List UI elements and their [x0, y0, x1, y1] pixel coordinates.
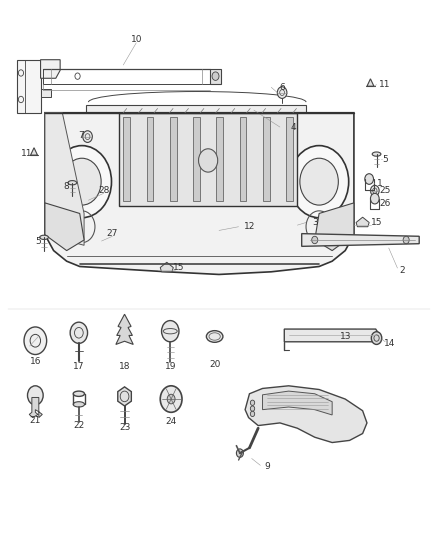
Polygon shape: [216, 117, 223, 201]
Text: 3: 3: [312, 218, 318, 227]
Ellipse shape: [372, 152, 381, 156]
Polygon shape: [118, 387, 131, 406]
Text: 13: 13: [339, 332, 351, 341]
Text: 15: 15: [173, 263, 185, 272]
Circle shape: [290, 146, 349, 217]
Text: 5: 5: [35, 237, 41, 246]
Circle shape: [251, 406, 254, 411]
Circle shape: [300, 158, 338, 205]
Polygon shape: [193, 117, 200, 201]
Circle shape: [371, 185, 379, 196]
Text: 17: 17: [73, 362, 85, 370]
Text: 18: 18: [119, 362, 131, 370]
Polygon shape: [263, 117, 270, 201]
Text: 28: 28: [98, 186, 110, 195]
Polygon shape: [123, 117, 130, 201]
Circle shape: [52, 146, 112, 217]
Circle shape: [162, 320, 179, 342]
Polygon shape: [45, 113, 84, 245]
Polygon shape: [245, 386, 367, 442]
Polygon shape: [29, 398, 42, 418]
Circle shape: [277, 87, 287, 99]
Circle shape: [198, 149, 218, 172]
Text: 19: 19: [165, 362, 176, 370]
Circle shape: [83, 131, 92, 142]
Text: 11: 11: [21, 149, 32, 158]
Text: 5: 5: [382, 155, 388, 164]
Polygon shape: [284, 329, 380, 342]
Polygon shape: [367, 79, 374, 86]
Circle shape: [237, 449, 244, 457]
Polygon shape: [17, 60, 41, 113]
Polygon shape: [262, 391, 332, 415]
Text: 14: 14: [384, 339, 395, 348]
Circle shape: [63, 158, 101, 205]
Text: 6: 6: [279, 83, 285, 92]
Text: 25: 25: [380, 186, 391, 195]
Circle shape: [365, 174, 374, 184]
Text: 23: 23: [119, 423, 130, 432]
Circle shape: [251, 411, 254, 417]
Polygon shape: [31, 148, 38, 155]
Circle shape: [160, 386, 182, 413]
Polygon shape: [356, 217, 369, 227]
Circle shape: [371, 193, 379, 204]
Polygon shape: [45, 113, 354, 274]
Text: 22: 22: [73, 421, 85, 430]
Ellipse shape: [73, 391, 85, 397]
Text: 27: 27: [107, 229, 118, 238]
Polygon shape: [45, 203, 84, 251]
Circle shape: [312, 236, 318, 244]
Text: 10: 10: [131, 35, 142, 44]
Polygon shape: [41, 60, 60, 78]
Polygon shape: [210, 69, 221, 84]
Text: 21: 21: [30, 416, 41, 425]
Polygon shape: [41, 89, 51, 97]
Ellipse shape: [206, 330, 223, 342]
Circle shape: [403, 236, 409, 244]
Polygon shape: [146, 117, 153, 201]
Text: 11: 11: [378, 80, 390, 89]
Text: 15: 15: [371, 218, 382, 227]
Text: 26: 26: [380, 199, 391, 208]
Polygon shape: [302, 233, 419, 246]
Text: 20: 20: [209, 360, 220, 369]
Text: 7: 7: [78, 131, 84, 140]
Text: 4: 4: [290, 123, 296, 132]
Text: 9: 9: [265, 463, 271, 471]
Circle shape: [24, 327, 47, 354]
Text: 16: 16: [30, 358, 41, 367]
Text: 2: 2: [399, 266, 405, 275]
Circle shape: [167, 394, 175, 404]
Circle shape: [70, 322, 88, 343]
Polygon shape: [240, 117, 247, 201]
Text: 1: 1: [377, 179, 383, 188]
Polygon shape: [160, 262, 173, 272]
Circle shape: [371, 332, 382, 344]
Text: 24: 24: [166, 417, 177, 426]
Polygon shape: [86, 105, 306, 114]
Polygon shape: [119, 113, 297, 206]
Polygon shape: [286, 117, 293, 201]
Ellipse shape: [73, 402, 85, 407]
Polygon shape: [116, 314, 133, 344]
Text: 12: 12: [244, 222, 255, 231]
Circle shape: [28, 386, 43, 405]
Circle shape: [212, 72, 219, 80]
Polygon shape: [170, 117, 177, 201]
Ellipse shape: [40, 235, 48, 239]
Ellipse shape: [68, 181, 77, 185]
Circle shape: [251, 400, 254, 406]
Polygon shape: [315, 203, 354, 251]
Text: 8: 8: [64, 182, 70, 191]
